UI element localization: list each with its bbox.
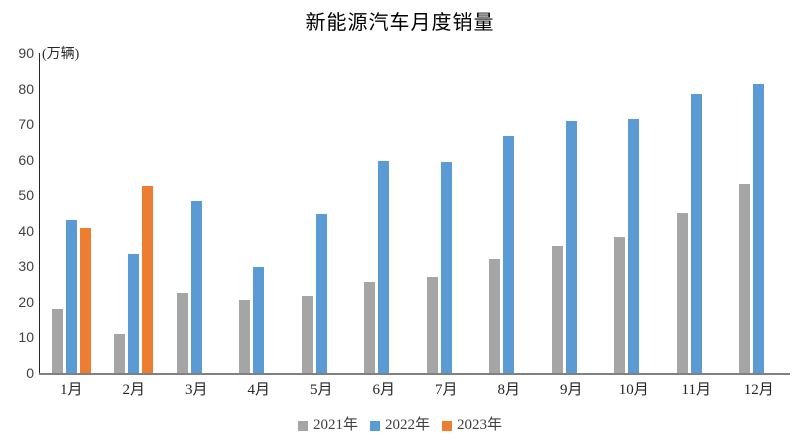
- x-axis-label-4月: 4月: [247, 382, 270, 398]
- y-tick-label-40: 40: [18, 222, 34, 239]
- bar-2021年-4月: [239, 299, 251, 373]
- bar-2023年-1月: [79, 227, 91, 373]
- bar-2022年-1月: [65, 219, 77, 373]
- y-tick-label-80: 80: [18, 80, 34, 97]
- bar-2022年-7月: [440, 162, 452, 373]
- bar-2021年-1月: [51, 309, 63, 373]
- legend-swatch-2022年: [369, 420, 380, 431]
- x-axis-label-1月: 1月: [59, 382, 83, 398]
- legend-label-2022年: 2022年: [384, 417, 430, 433]
- x-axis-label-2月: 2月: [122, 382, 145, 398]
- y-tick-label-60: 60: [18, 151, 34, 168]
- y-tick-label-50: 50: [18, 187, 34, 204]
- bar-2022年-11月: [690, 93, 702, 373]
- bar-2022年-8月: [503, 136, 515, 373]
- x-axis-label-11月: 11月: [681, 382, 711, 398]
- y-axis-unit-label: (万辆): [42, 47, 80, 62]
- bar-2021年-7月: [426, 276, 438, 373]
- bar-2021年-10月: [614, 236, 626, 373]
- x-axis-line: [39, 373, 790, 375]
- bar-2023年-2月: [142, 186, 154, 373]
- bar-2022年-9月: [565, 121, 577, 373]
- bar-2021年-11月: [676, 213, 688, 373]
- bar-2021年-5月: [301, 295, 313, 373]
- x-axis-label-12月: 12月: [743, 382, 774, 398]
- bar-2022年-2月: [128, 254, 140, 373]
- bar-2022年-5月: [315, 214, 327, 373]
- y-tick-label-70: 70: [18, 116, 34, 133]
- y-axis-line: [39, 53, 40, 373]
- legend-swatch-2023年: [442, 420, 452, 431]
- bar-2021年-6月: [364, 281, 376, 373]
- x-axis-label-9月: 9月: [559, 382, 583, 398]
- legend-item-2021年: 2021年: [297, 416, 358, 435]
- y-tick-label-20: 20: [18, 293, 34, 310]
- legend-swatch-2021年: [297, 420, 308, 431]
- x-axis-label-3月: 3月: [184, 382, 208, 398]
- legend: 2021年 2022年 2023年: [0, 416, 800, 435]
- x-axis-label-6月: 6月: [372, 382, 395, 398]
- legend-label-2023年: 2023年: [457, 417, 503, 433]
- legend-label-2021年: 2021年: [312, 417, 358, 433]
- bar-2021年-12月: [739, 184, 751, 373]
- bar-2022年-6月: [378, 161, 390, 373]
- legend-item-2022年: 2022年: [369, 416, 430, 435]
- y-tick-label-30: 30: [18, 258, 34, 275]
- chart-title: 新能源汽车月度销量: [305, 12, 495, 34]
- bar-2021年-9月: [551, 246, 563, 373]
- bar-2021年-2月: [114, 333, 126, 373]
- x-axis-label-7月: 7月: [434, 382, 458, 398]
- x-axis-label-5月: 5月: [309, 382, 333, 398]
- x-axis-label-10月: 10月: [618, 382, 649, 398]
- bar-2021年-3月: [176, 292, 188, 373]
- bar-2022年-12月: [753, 83, 765, 373]
- bar-2022年-4月: [253, 266, 265, 373]
- x-axis-label-8月: 8月: [497, 382, 520, 398]
- y-tick-label-10: 10: [18, 329, 34, 346]
- y-tick-label-90: 90: [18, 45, 34, 61]
- y-tick-label-0: 0: [26, 365, 34, 381]
- legend-item-2023年: 2023年: [442, 416, 502, 435]
- bar-2022年-10月: [628, 119, 640, 373]
- bar-2022年-3月: [190, 200, 202, 373]
- bar-2021年-8月: [489, 258, 501, 373]
